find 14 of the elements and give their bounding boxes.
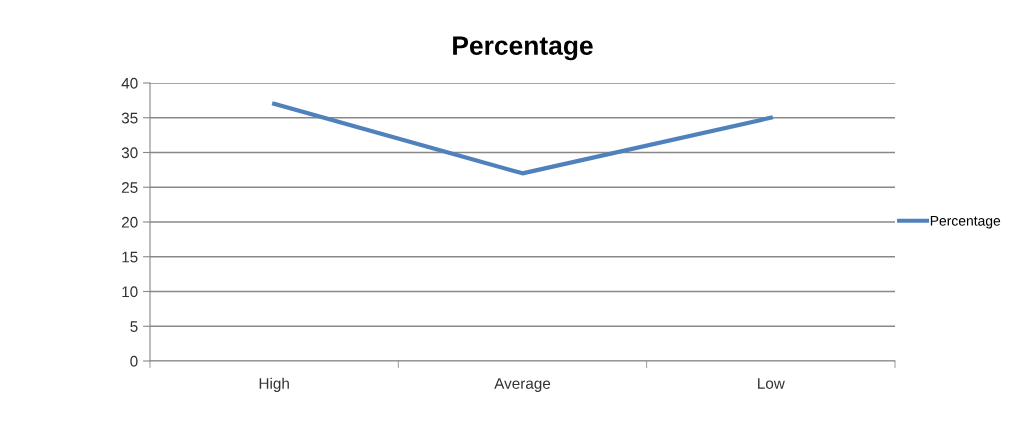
y-tick-label: 30 — [121, 147, 138, 159]
x-tick-label: Average — [494, 378, 551, 392]
chart-title: Percentage — [453, 36, 593, 61]
y-tick-label: 5 — [130, 321, 138, 332]
x-tick-label: Low — [758, 378, 785, 389]
y-tick-label: 35 — [121, 112, 138, 124]
y-tick-label: 20 — [121, 216, 138, 228]
y-tick-label: 15 — [122, 251, 138, 263]
legend-label: Percentage — [930, 216, 1001, 229]
y-tick-label: 10 — [122, 286, 138, 298]
y-tick-label: 0 — [130, 355, 138, 367]
y-tick-label: 25 — [121, 182, 138, 193]
x-tick-label: High — [259, 377, 289, 392]
y-tick-label: 40 — [121, 77, 138, 89]
